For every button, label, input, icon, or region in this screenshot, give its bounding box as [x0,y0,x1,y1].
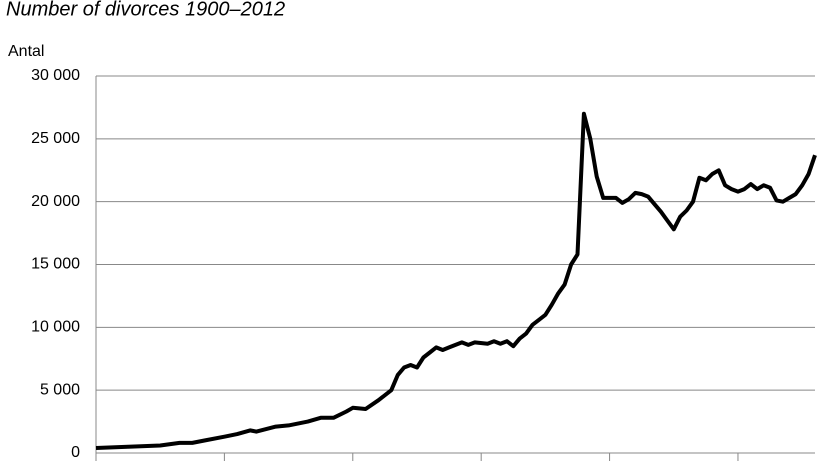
y-tick-label: 0 [71,444,80,461]
y-tick-label: 25 000 [31,130,80,147]
y-axis-label: Antal [8,43,44,60]
chart-title: Number of divorces 1900–2012 [6,0,285,20]
y-tick-label: 15 000 [31,256,80,273]
y-tick-label: 30 000 [31,67,80,84]
y-tick-label: 5 000 [40,381,80,398]
y-tick-label: 20 000 [31,193,80,210]
data-line [95,111,817,450]
y-tick-label: 10 000 [31,319,80,336]
